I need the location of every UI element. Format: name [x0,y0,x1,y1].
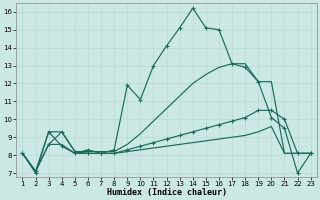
X-axis label: Humidex (Indice chaleur): Humidex (Indice chaleur) [107,188,227,197]
